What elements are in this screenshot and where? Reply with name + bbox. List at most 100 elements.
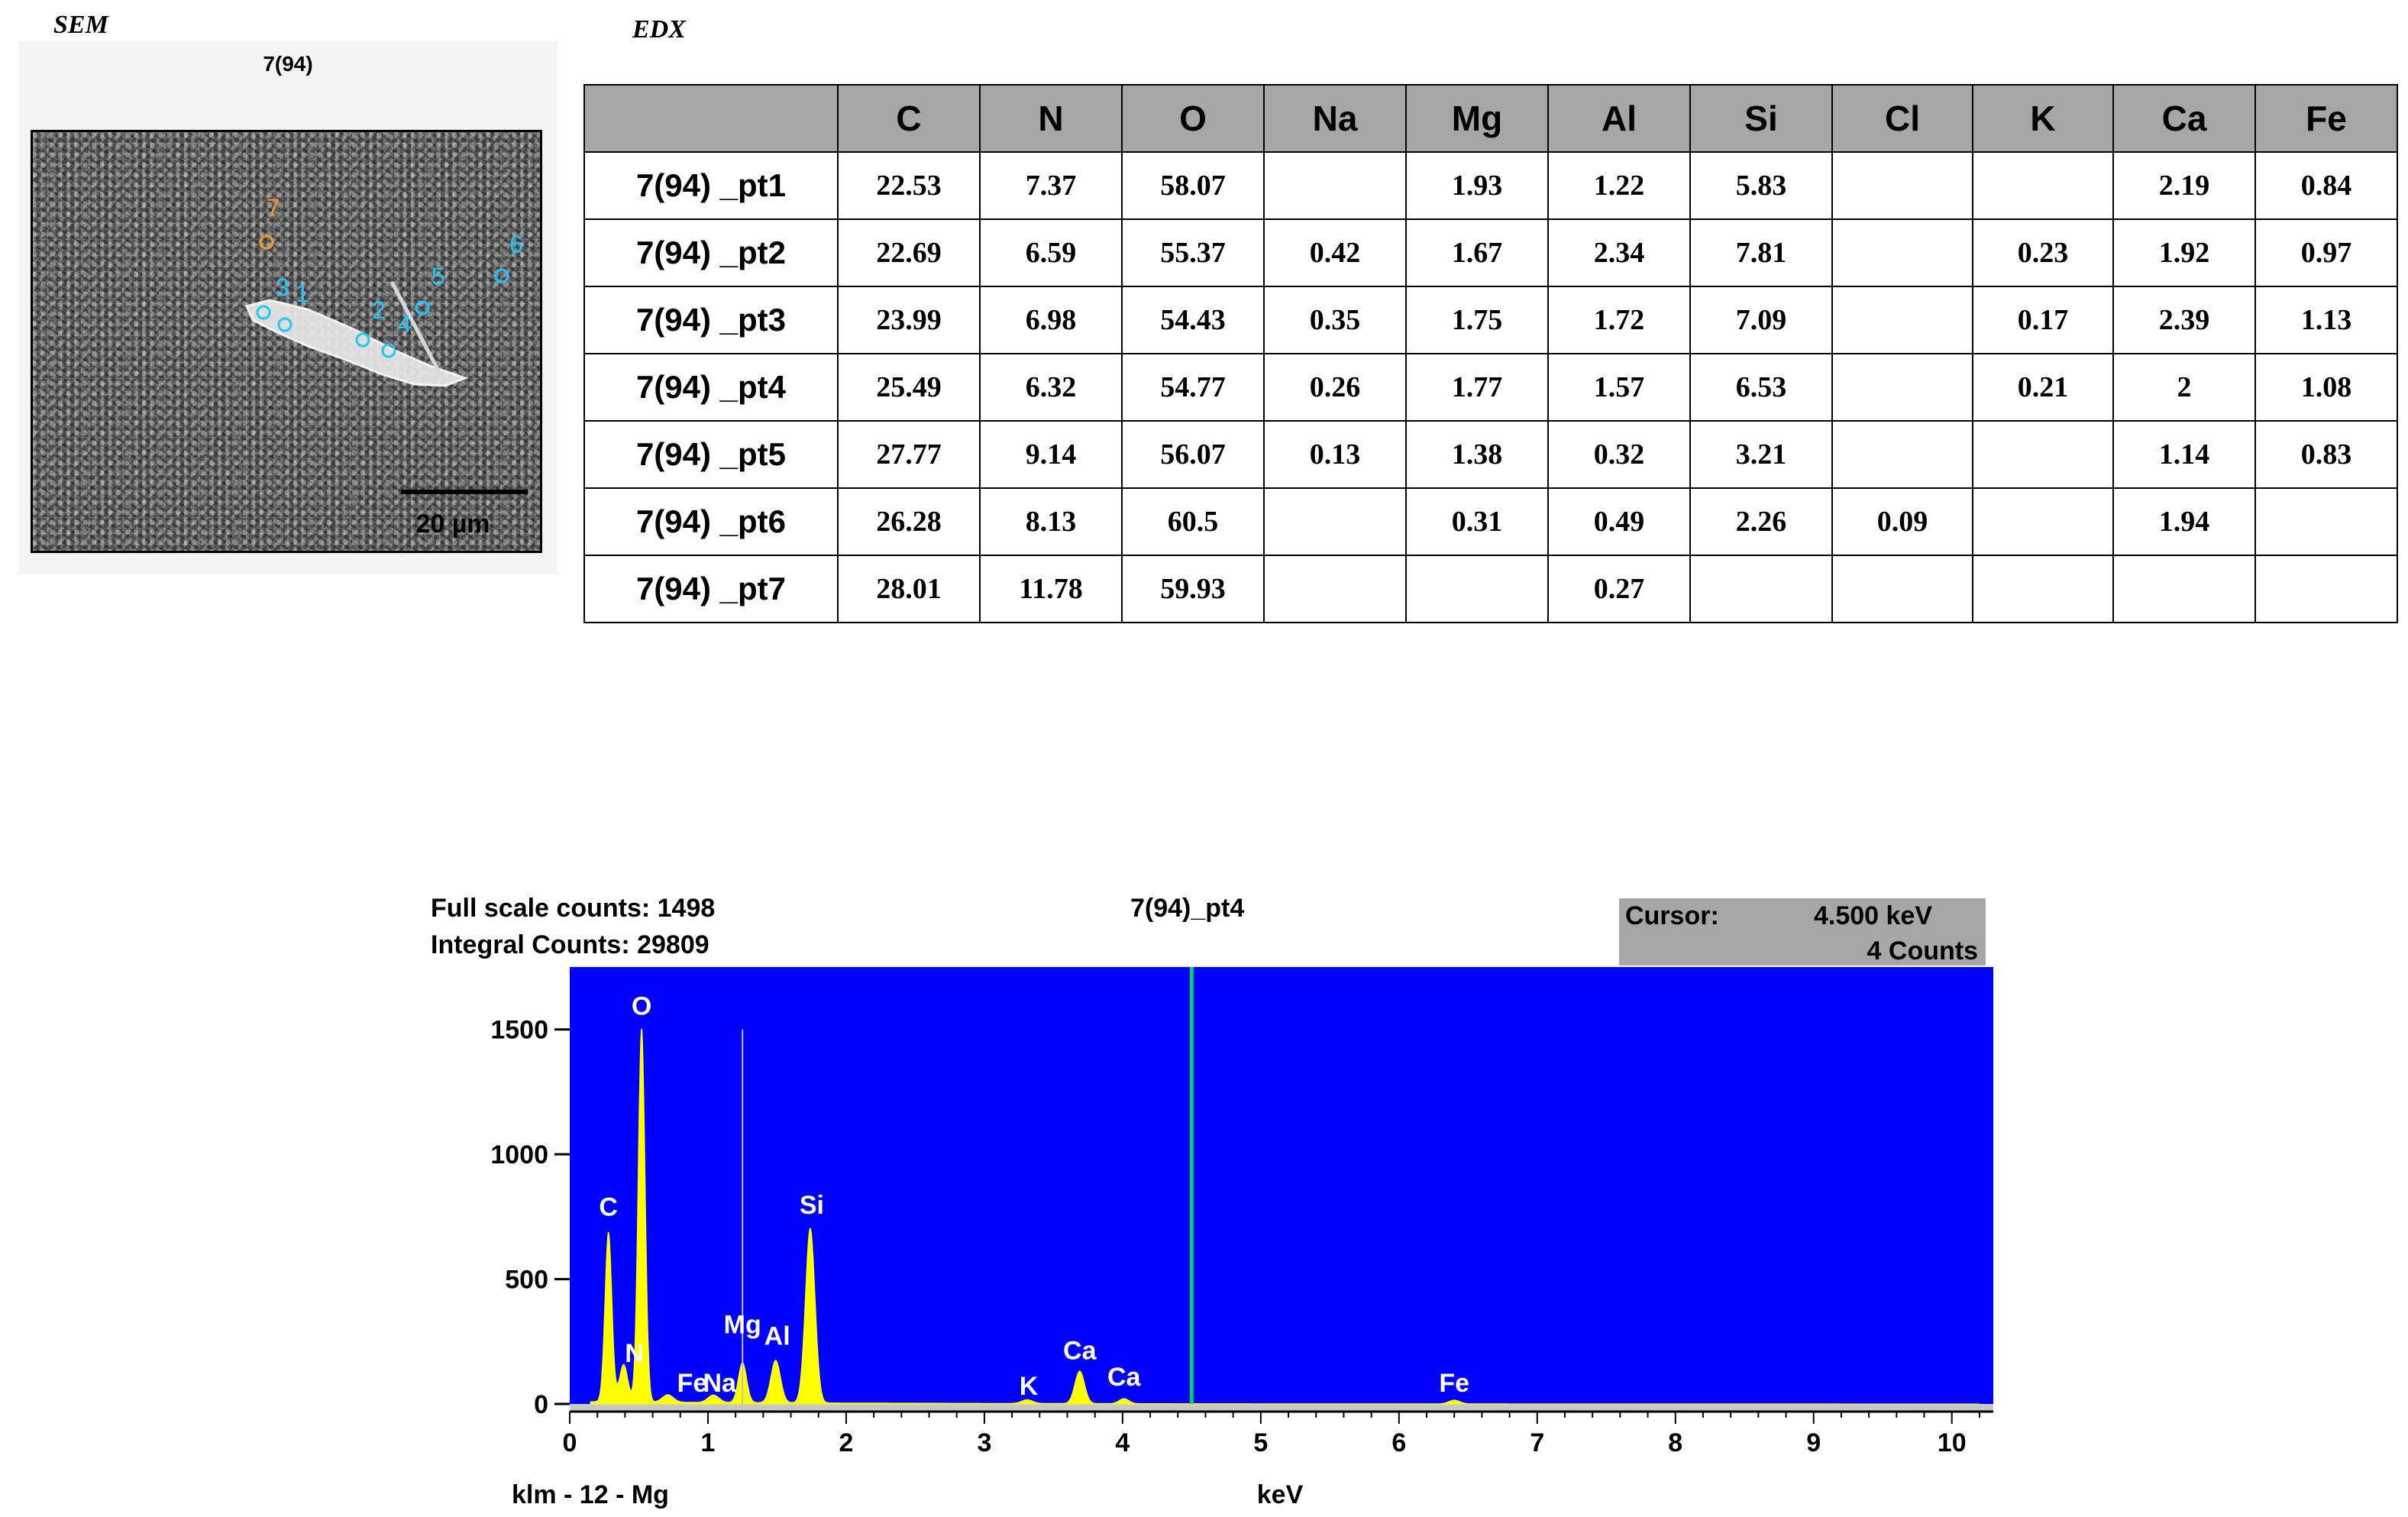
- column-header: [583, 84, 839, 153]
- table-cell: 0.49: [1547, 487, 1691, 556]
- cursor-label: Cursor:: [1625, 901, 1719, 930]
- table-cell: 27.77: [837, 420, 981, 489]
- scale-bar: 20 µm: [401, 490, 528, 539]
- table-cell: 1.72: [1547, 286, 1691, 354]
- svg-text:1: 1: [296, 280, 309, 307]
- table-cell: 0.13: [1263, 420, 1407, 489]
- table-cell: 0.84: [2254, 151, 2398, 220]
- table-cell: 1.38: [1405, 420, 1549, 489]
- table-cell: 6.59: [979, 218, 1123, 287]
- table-cell: 1.75: [1405, 286, 1549, 354]
- svg-text:6: 6: [509, 231, 523, 258]
- cursor-counts: 4 Counts: [1867, 936, 1978, 966]
- x-tick-label: 3: [977, 1428, 991, 1457]
- table-cell: 54.43: [1121, 286, 1265, 354]
- svg-text:4: 4: [398, 310, 412, 338]
- svg-text:2: 2: [372, 296, 386, 324]
- peak-label: Ca: [1063, 1337, 1097, 1366]
- svg-text:7: 7: [267, 194, 280, 222]
- table-cell: [1972, 487, 2114, 556]
- table-cell: [2254, 487, 2398, 556]
- table-cell: 6.32: [979, 353, 1123, 422]
- sem-label: SEM: [53, 11, 108, 39]
- table-cell: 23.99: [837, 286, 981, 354]
- column-header: Si: [1689, 84, 1833, 153]
- table-cell: 11.78: [979, 555, 1123, 623]
- integral-counts: Integral Counts: 29809: [431, 930, 709, 959]
- y-tick-label: 0: [534, 1390, 548, 1419]
- table-cell: 0.27: [1547, 555, 1691, 623]
- particle-shape: [244, 280, 469, 387]
- y-tick-label: 500: [505, 1266, 548, 1295]
- column-header: N: [979, 84, 1123, 153]
- table-cell: 2.39: [2112, 286, 2256, 354]
- x-tick-label: 10: [1938, 1428, 1967, 1457]
- column-header: Na: [1263, 84, 1407, 153]
- table-cell: 54.77: [1121, 353, 1265, 422]
- table-cell: [2254, 555, 2398, 623]
- x-tick-label: 7: [1530, 1428, 1544, 1457]
- table-cell: 1.77: [1405, 353, 1549, 422]
- sem-marker-3: 3: [256, 273, 289, 320]
- table-cell: 5.83: [1689, 151, 1833, 220]
- table-cell: 22.69: [837, 218, 981, 287]
- x-axis-title: keV: [1257, 1480, 1304, 1509]
- table-cell: 0.32: [1547, 420, 1691, 489]
- table-cell: 7.09: [1689, 286, 1833, 354]
- table-cell: 1.94: [2112, 487, 2256, 556]
- spectrum-title: 7(94)_pt4: [1130, 894, 1244, 923]
- row-label: 7(94) _pt2: [583, 218, 839, 287]
- table-cell: 3.21: [1689, 420, 1833, 489]
- table-cell: 1.13: [2254, 286, 2398, 354]
- x-tick-label: 5: [1253, 1428, 1268, 1457]
- table-cell: 2.34: [1547, 218, 1691, 287]
- table-cell: [1972, 420, 2114, 489]
- peak-label: Fe: [677, 1369, 708, 1398]
- peak-label: Al: [764, 1321, 790, 1350]
- table-cell: 55.37: [1121, 218, 1265, 287]
- table-cell: 0.31: [1405, 487, 1549, 556]
- table-cell: 8.13: [979, 487, 1123, 556]
- sem-marker-2: 2: [355, 296, 386, 348]
- cursor-readout: Cursor: 4.500 keV 4 Counts: [1619, 898, 1986, 966]
- table-cell: 56.07: [1121, 420, 1265, 489]
- column-header: Cl: [1831, 84, 1973, 153]
- table-cell: 0.17: [1972, 286, 2114, 354]
- table-cell: 0.23: [1972, 218, 2114, 287]
- table-cell: 2: [2112, 353, 2256, 422]
- edx-label: EDX: [632, 15, 686, 44]
- table-cell: 1.14: [2112, 420, 2256, 489]
- table-cell: 58.07: [1121, 151, 1265, 220]
- table-cell: [1831, 555, 1973, 623]
- table-cell: [1831, 151, 1973, 220]
- sem-marker-4: 4: [381, 310, 412, 358]
- table-row: 7(94) _pt5 27.77 9.14 56.07 0.13 1.38 0.32 3.21…: [583, 420, 2398, 489]
- table-cell: [1972, 555, 2114, 623]
- table-cell: [1263, 151, 1407, 220]
- column-header: O: [1121, 84, 1265, 153]
- peak-label: Si: [800, 1191, 824, 1220]
- table-row: 7(94) _pt2 22.69 6.59 55.37 0.42 1.67 2.34 7.81…: [583, 218, 2398, 287]
- peak-label: O: [632, 991, 651, 1020]
- table-cell: 25.49: [837, 353, 981, 422]
- row-label: 7(94) _pt3: [583, 286, 839, 354]
- full-scale-counts: Full scale counts: 1498: [431, 894, 715, 923]
- peak-label: Na: [703, 1369, 737, 1398]
- table-cell: 2.26: [1689, 487, 1833, 556]
- svg-text:3: 3: [276, 273, 289, 301]
- table-cell: [1689, 555, 1833, 623]
- y-tick-label: 1000: [490, 1140, 548, 1169]
- table-cell: 0.35: [1263, 286, 1407, 354]
- table-header-row: C N O Na Mg Al Si Cl K Ca Fe: [583, 84, 2398, 153]
- footer-label: klm - 12 - Mg: [512, 1480, 669, 1509]
- row-label: 7(94) _pt1: [583, 151, 839, 220]
- table-cell: [1831, 420, 1973, 489]
- table-cell: [1972, 151, 2114, 220]
- table-cell: 28.01: [837, 555, 981, 623]
- edx-spectrum-chart: Full scale counts: 1498 Integral Counts:…: [431, 894, 1993, 1509]
- peak-label: N: [625, 1339, 644, 1368]
- peak-label: Ca: [1107, 1363, 1142, 1392]
- table-cell: 1.08: [2254, 353, 2398, 422]
- table-cell: 22.53: [837, 151, 981, 220]
- spectrum-series: [590, 1028, 1980, 1405]
